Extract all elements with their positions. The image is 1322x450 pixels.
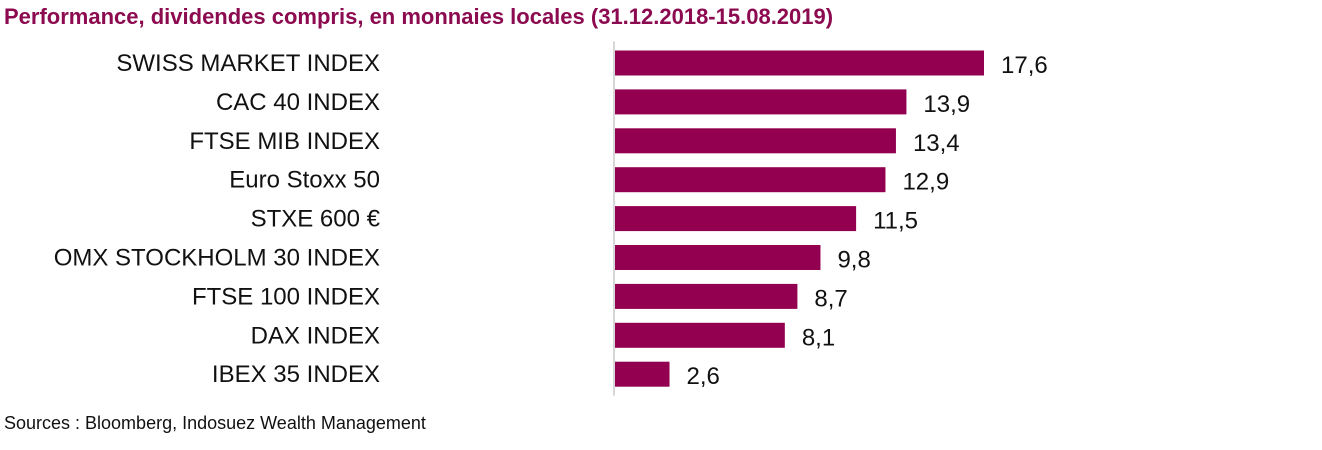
bars-group: SWISS MARKET INDEX 17,6 CAC 40 INDEX 13,9 FT… bbox=[54, 50, 1048, 390]
category-label: STXE 600 € bbox=[251, 206, 381, 233]
bar bbox=[615, 245, 821, 270]
chart-title: Performance, dividendes compris, en monn… bbox=[4, 4, 834, 29]
category-label: OMX STOCKHOLM 30 INDEX bbox=[54, 245, 380, 272]
source-note: Sources : Bloomberg, Indosuez Wealth Man… bbox=[4, 413, 426, 433]
category-label: FTSE 100 INDEX bbox=[192, 283, 380, 310]
value-label: 13,4 bbox=[913, 130, 960, 157]
value-label: 9,8 bbox=[837, 247, 870, 274]
category-label: CAC 40 INDEX bbox=[216, 89, 380, 116]
category-label: Euro Stoxx 50 bbox=[229, 167, 380, 194]
bar bbox=[615, 128, 896, 154]
value-label: 17,6 bbox=[1001, 52, 1048, 79]
bar bbox=[615, 167, 886, 193]
category-label: DAX INDEX bbox=[251, 322, 380, 349]
bar bbox=[615, 50, 984, 76]
bar bbox=[615, 361, 670, 387]
bar bbox=[615, 89, 907, 115]
value-label: 8,7 bbox=[814, 285, 847, 312]
value-label: 2,6 bbox=[687, 363, 720, 390]
category-label: FTSE MIB INDEX bbox=[189, 128, 380, 155]
value-label: 13,9 bbox=[923, 91, 970, 118]
bar bbox=[615, 206, 857, 232]
value-label: 12,9 bbox=[902, 169, 949, 196]
bar bbox=[615, 322, 785, 348]
value-label: 11,5 bbox=[873, 208, 918, 235]
value-label: 8,1 bbox=[802, 324, 835, 351]
bar bbox=[615, 283, 798, 309]
category-label: SWISS MARKET INDEX bbox=[116, 50, 380, 77]
category-label: IBEX 35 INDEX bbox=[212, 361, 380, 388]
